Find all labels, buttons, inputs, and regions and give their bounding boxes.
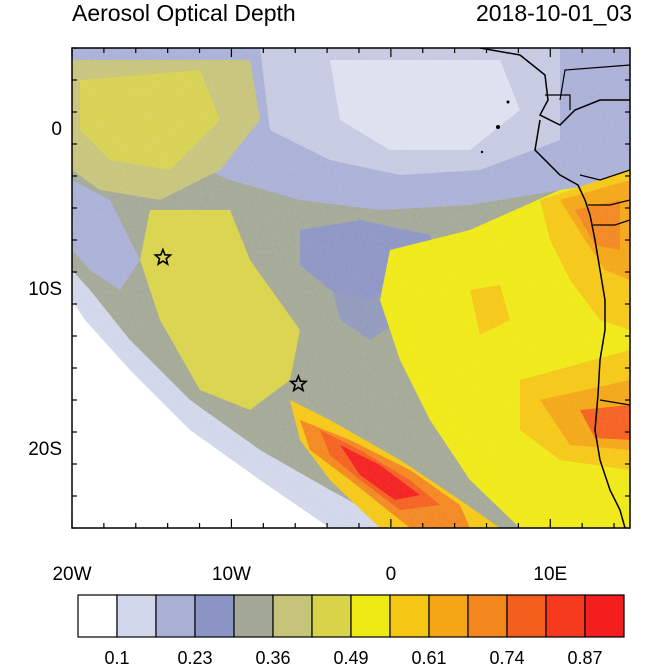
colorbar-swatch [116, 594, 157, 638]
colorbar: 0.1 0.23 0.36 0.49 0.61 0.74 0.87 [77, 594, 625, 667]
axis-tick-labels: 20W 10W 0 10E 0 10S 20S [28, 119, 567, 585]
map-title: Aerosol Optical Depth [72, 0, 296, 26]
y-tick-label: 0 [51, 119, 62, 140]
colorbar-swatch [194, 594, 235, 638]
colorbar-label: 0.87 [567, 648, 602, 667]
colorbar-label: 0.74 [489, 648, 524, 667]
colorbar-swatch [545, 594, 586, 638]
star-marker [288, 373, 309, 393]
colorbar-label: 0.36 [255, 648, 290, 667]
y-tick-label: 10S [28, 279, 62, 300]
x-tick-label: 0 [386, 564, 397, 585]
colorbar-swatch [311, 594, 352, 638]
colorbar-swatch [233, 594, 274, 638]
colorbar-swatch [389, 594, 430, 638]
colorbar-swatch [77, 594, 118, 638]
colorbar-label: 0.23 [177, 648, 212, 667]
colorbar-swatch [584, 594, 625, 638]
colorbar-label: 0.61 [411, 648, 446, 667]
colorbar-label: 0.1 [104, 648, 129, 667]
colorbar-swatch [428, 594, 469, 638]
x-tick-label: 10E [533, 564, 567, 585]
x-tick-label: 20W [52, 564, 91, 585]
star-marker [153, 247, 173, 266]
timestamp-label: 2018-10-01_03 [475, 0, 632, 26]
colorbar-label: 0.49 [333, 648, 368, 667]
colorbar-swatch [506, 594, 547, 638]
plot-frame [71, 47, 631, 529]
colorbar-swatch [467, 594, 508, 638]
x-tick-label: 10W [212, 564, 251, 585]
y-tick-label: 20S [28, 439, 62, 460]
colorbar-swatch [350, 594, 391, 638]
aod-field [72, 48, 630, 528]
colorbar-swatch [272, 594, 313, 638]
site-markers [153, 247, 309, 393]
axis-ticks [71, 47, 630, 529]
colorbar-swatch [155, 594, 196, 638]
